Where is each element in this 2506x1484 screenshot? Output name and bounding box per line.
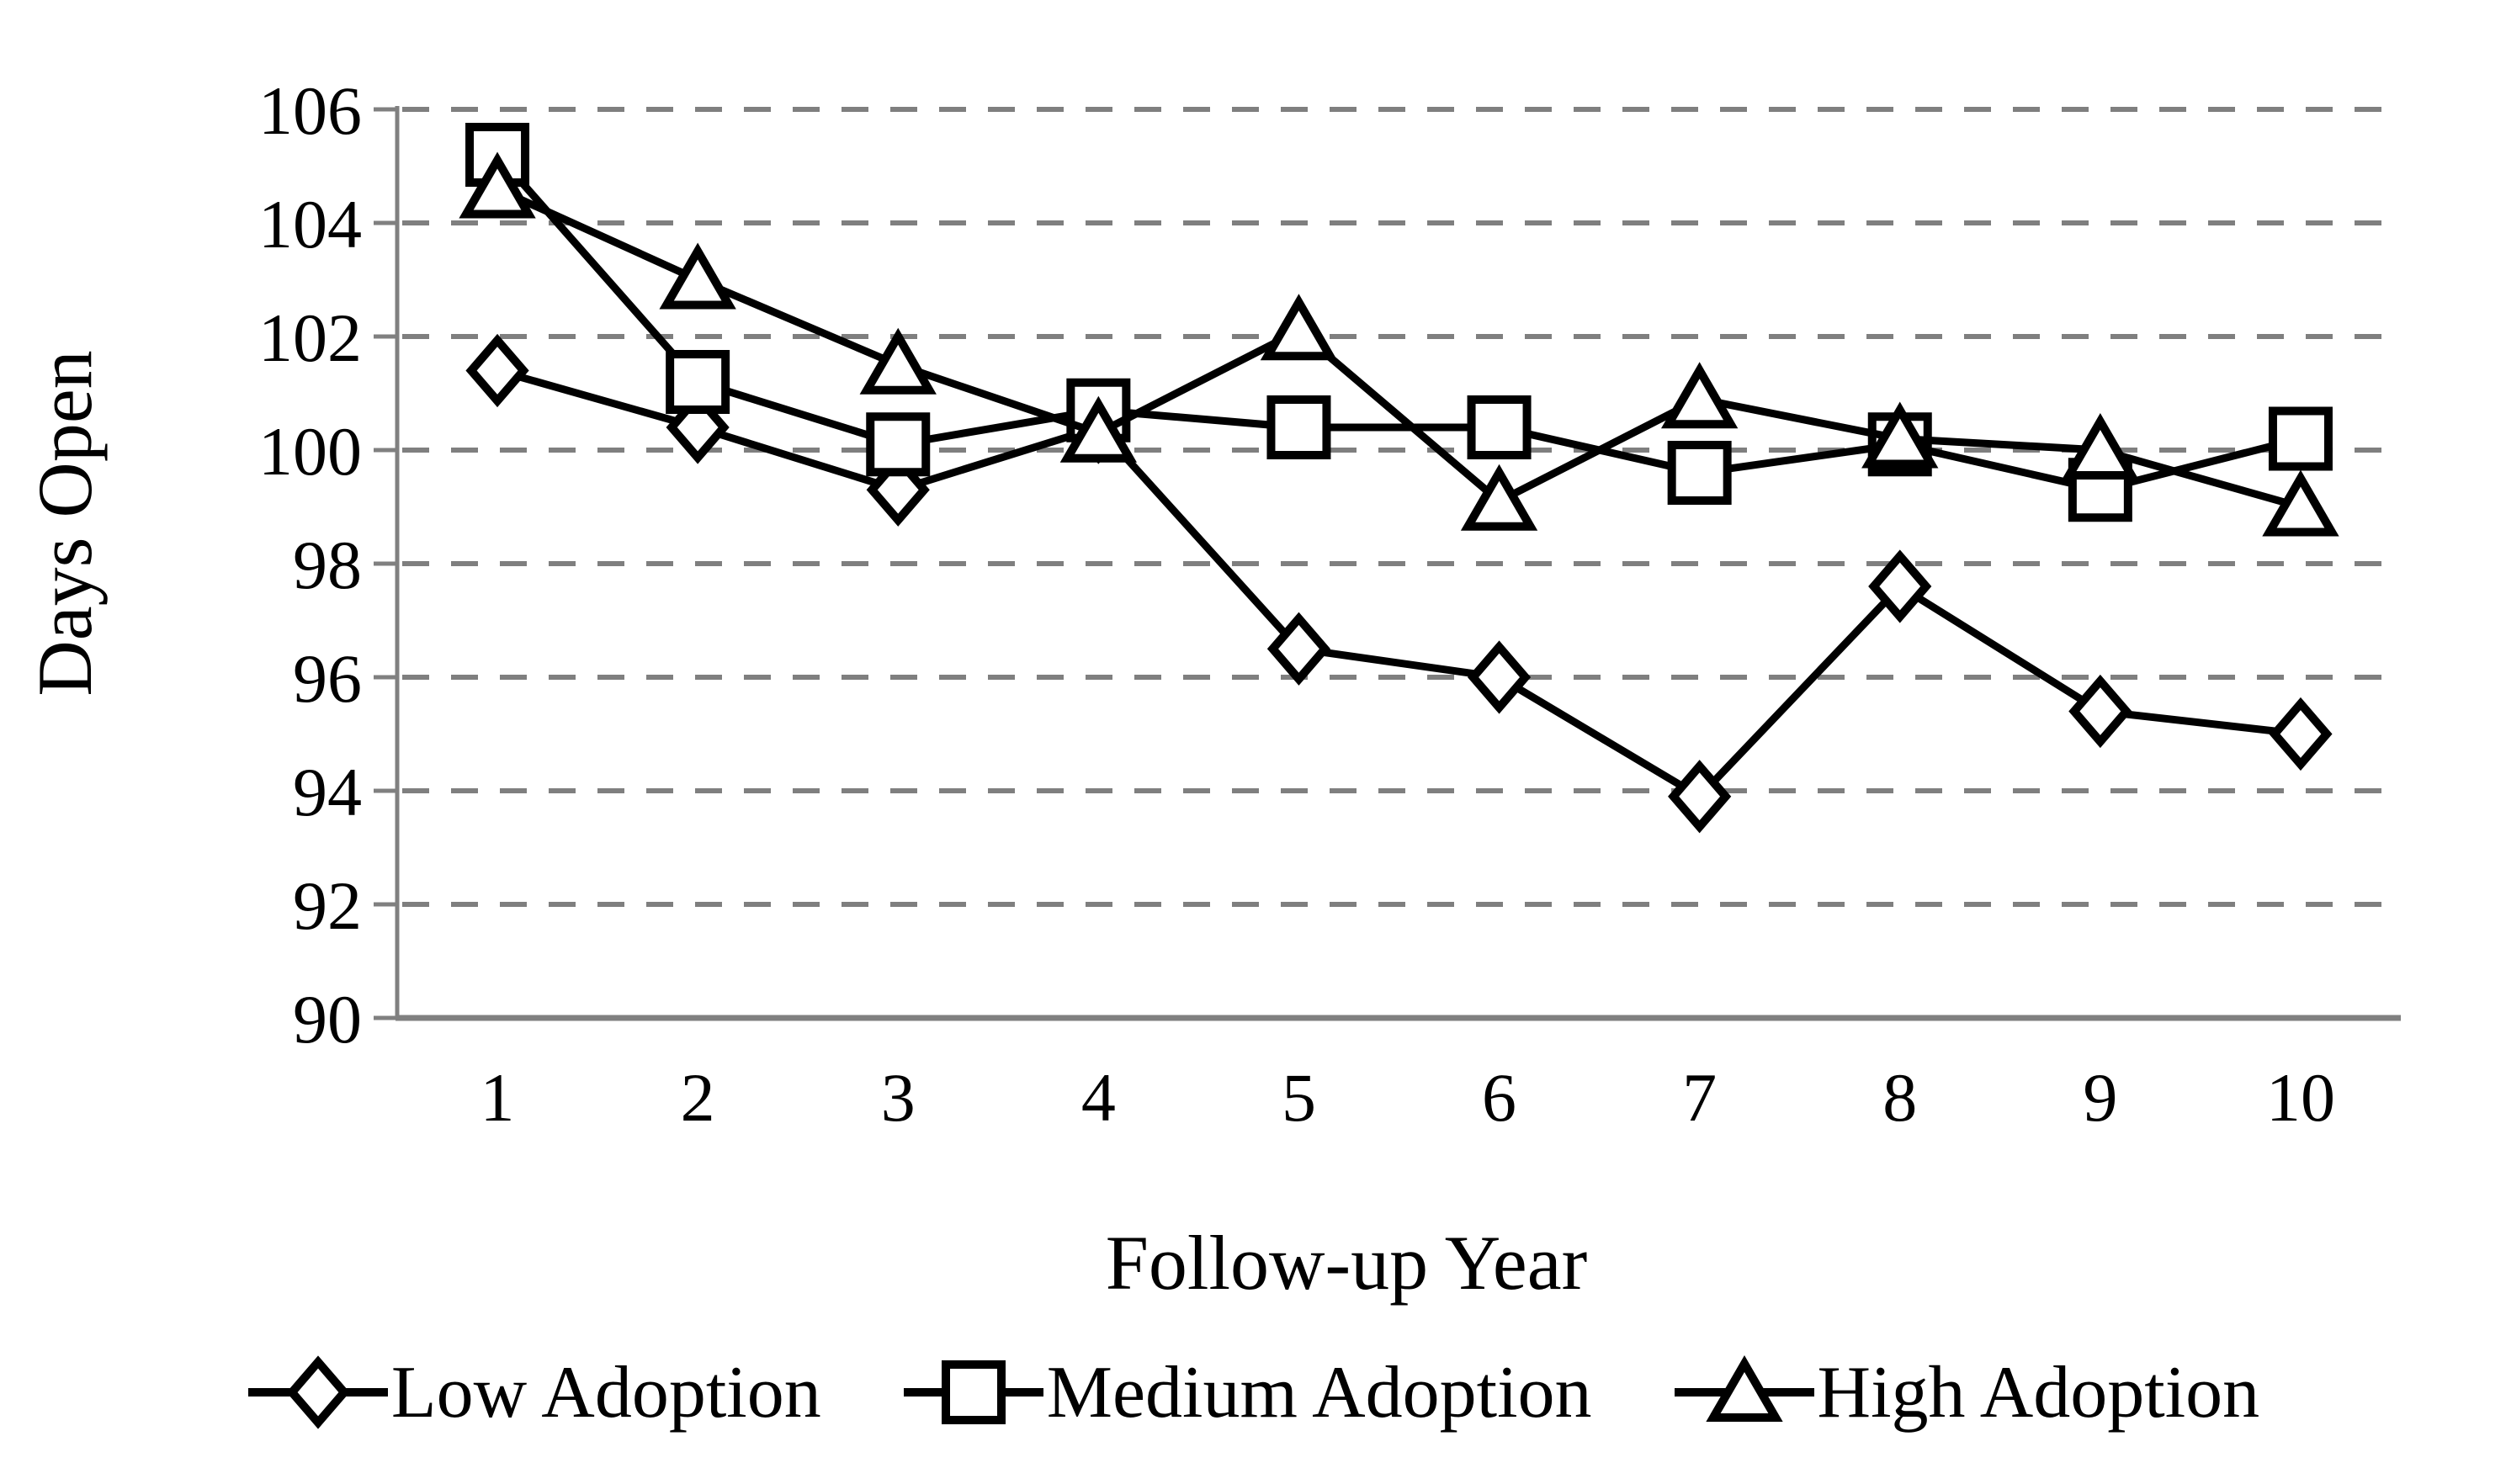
- high-adoption-marker: [2062, 413, 2139, 480]
- y-tick-label: 100: [258, 413, 362, 490]
- y-tick-label: 96: [293, 640, 362, 717]
- low-adoption-marker: [1266, 612, 1331, 686]
- series-line-low-adoption: [496, 367, 2302, 802]
- triangle-marker-icon: [1674, 1355, 1814, 1422]
- diamond-marker-icon: [247, 1355, 388, 1429]
- x-tick-label: 2: [681, 1059, 715, 1136]
- legend: Low Adoption Medium Adoption High Adoption: [0, 1329, 2506, 1455]
- high-adoption-marker: [859, 327, 937, 395]
- medium-adoption-marker: [1266, 395, 1331, 459]
- x-axis-title: Follow-up Year: [1106, 1220, 1587, 1306]
- y-tick-label: 102: [258, 299, 362, 376]
- triangle-marker-icon: [1705, 1355, 1783, 1422]
- high-adoption-marker: [659, 242, 736, 310]
- medium-adoption-marker: [866, 412, 931, 477]
- legend-label: Medium Adoption: [1046, 1351, 1592, 1434]
- low-adoption-marker: [2068, 674, 2132, 749]
- low-adoption-marker: [2269, 697, 2333, 771]
- high-adoption-marker: [459, 151, 536, 219]
- x-tick-label: 6: [1482, 1059, 1516, 1136]
- high-adoption-marker: [1260, 294, 1338, 361]
- high-adoption-marker: [1059, 395, 1138, 463]
- square-marker-icon: [941, 1360, 1006, 1424]
- x-tick-label: 7: [1682, 1059, 1717, 1136]
- high-adoption-marker: [1460, 464, 1538, 531]
- legend-item-high-adoption: High Adoption: [1673, 1346, 2260, 1439]
- low-adoption-marker: [1868, 549, 1932, 623]
- medium-adoption-marker: [2268, 406, 2333, 471]
- legend-item-low-adoption: Low Adoption: [247, 1346, 821, 1439]
- high-adoption-marker: [1861, 401, 1939, 469]
- medium-adoption-marker: [1467, 395, 1532, 459]
- y-tick-label: 92: [293, 867, 362, 944]
- y-tick-label: 90: [293, 981, 362, 1057]
- legend-label: Low Adoption: [390, 1351, 821, 1434]
- y-tick-label: 98: [293, 527, 362, 603]
- high-adoption-marker: [1660, 362, 1739, 429]
- x-tick-label: 1: [480, 1059, 515, 1136]
- low-adoption-marker: [1467, 640, 1532, 714]
- x-tick-label: 9: [2083, 1059, 2117, 1136]
- series-line-high-adoption: [496, 185, 2302, 511]
- low-adoption-marker: [465, 333, 529, 408]
- legend-label: High Adoption: [1817, 1351, 2260, 1434]
- x-tick-label: 3: [881, 1059, 916, 1136]
- legend-item-medium-adoption: Medium Adoption: [902, 1346, 1592, 1439]
- medium-adoption-marker: [1667, 441, 1732, 505]
- medium-adoption-marker: [666, 350, 730, 414]
- series-line-medium-adoption: [494, 152, 2302, 494]
- y-tick-label: 94: [293, 754, 362, 830]
- x-tick-label: 4: [1081, 1059, 1116, 1136]
- y-axis-title: Days Open: [22, 350, 108, 696]
- x-tick-label: 8: [1882, 1059, 1917, 1136]
- x-tick-label: 5: [1282, 1059, 1316, 1136]
- low-adoption-marker: [1668, 760, 1732, 834]
- x-tick-label: 10: [2266, 1059, 2335, 1136]
- high-adoption-marker: [2262, 469, 2339, 537]
- y-tick-label: 106: [258, 72, 362, 149]
- diamond-marker-icon: [286, 1355, 350, 1429]
- square-marker-icon: [903, 1360, 1043, 1424]
- y-tick-label: 104: [258, 186, 362, 262]
